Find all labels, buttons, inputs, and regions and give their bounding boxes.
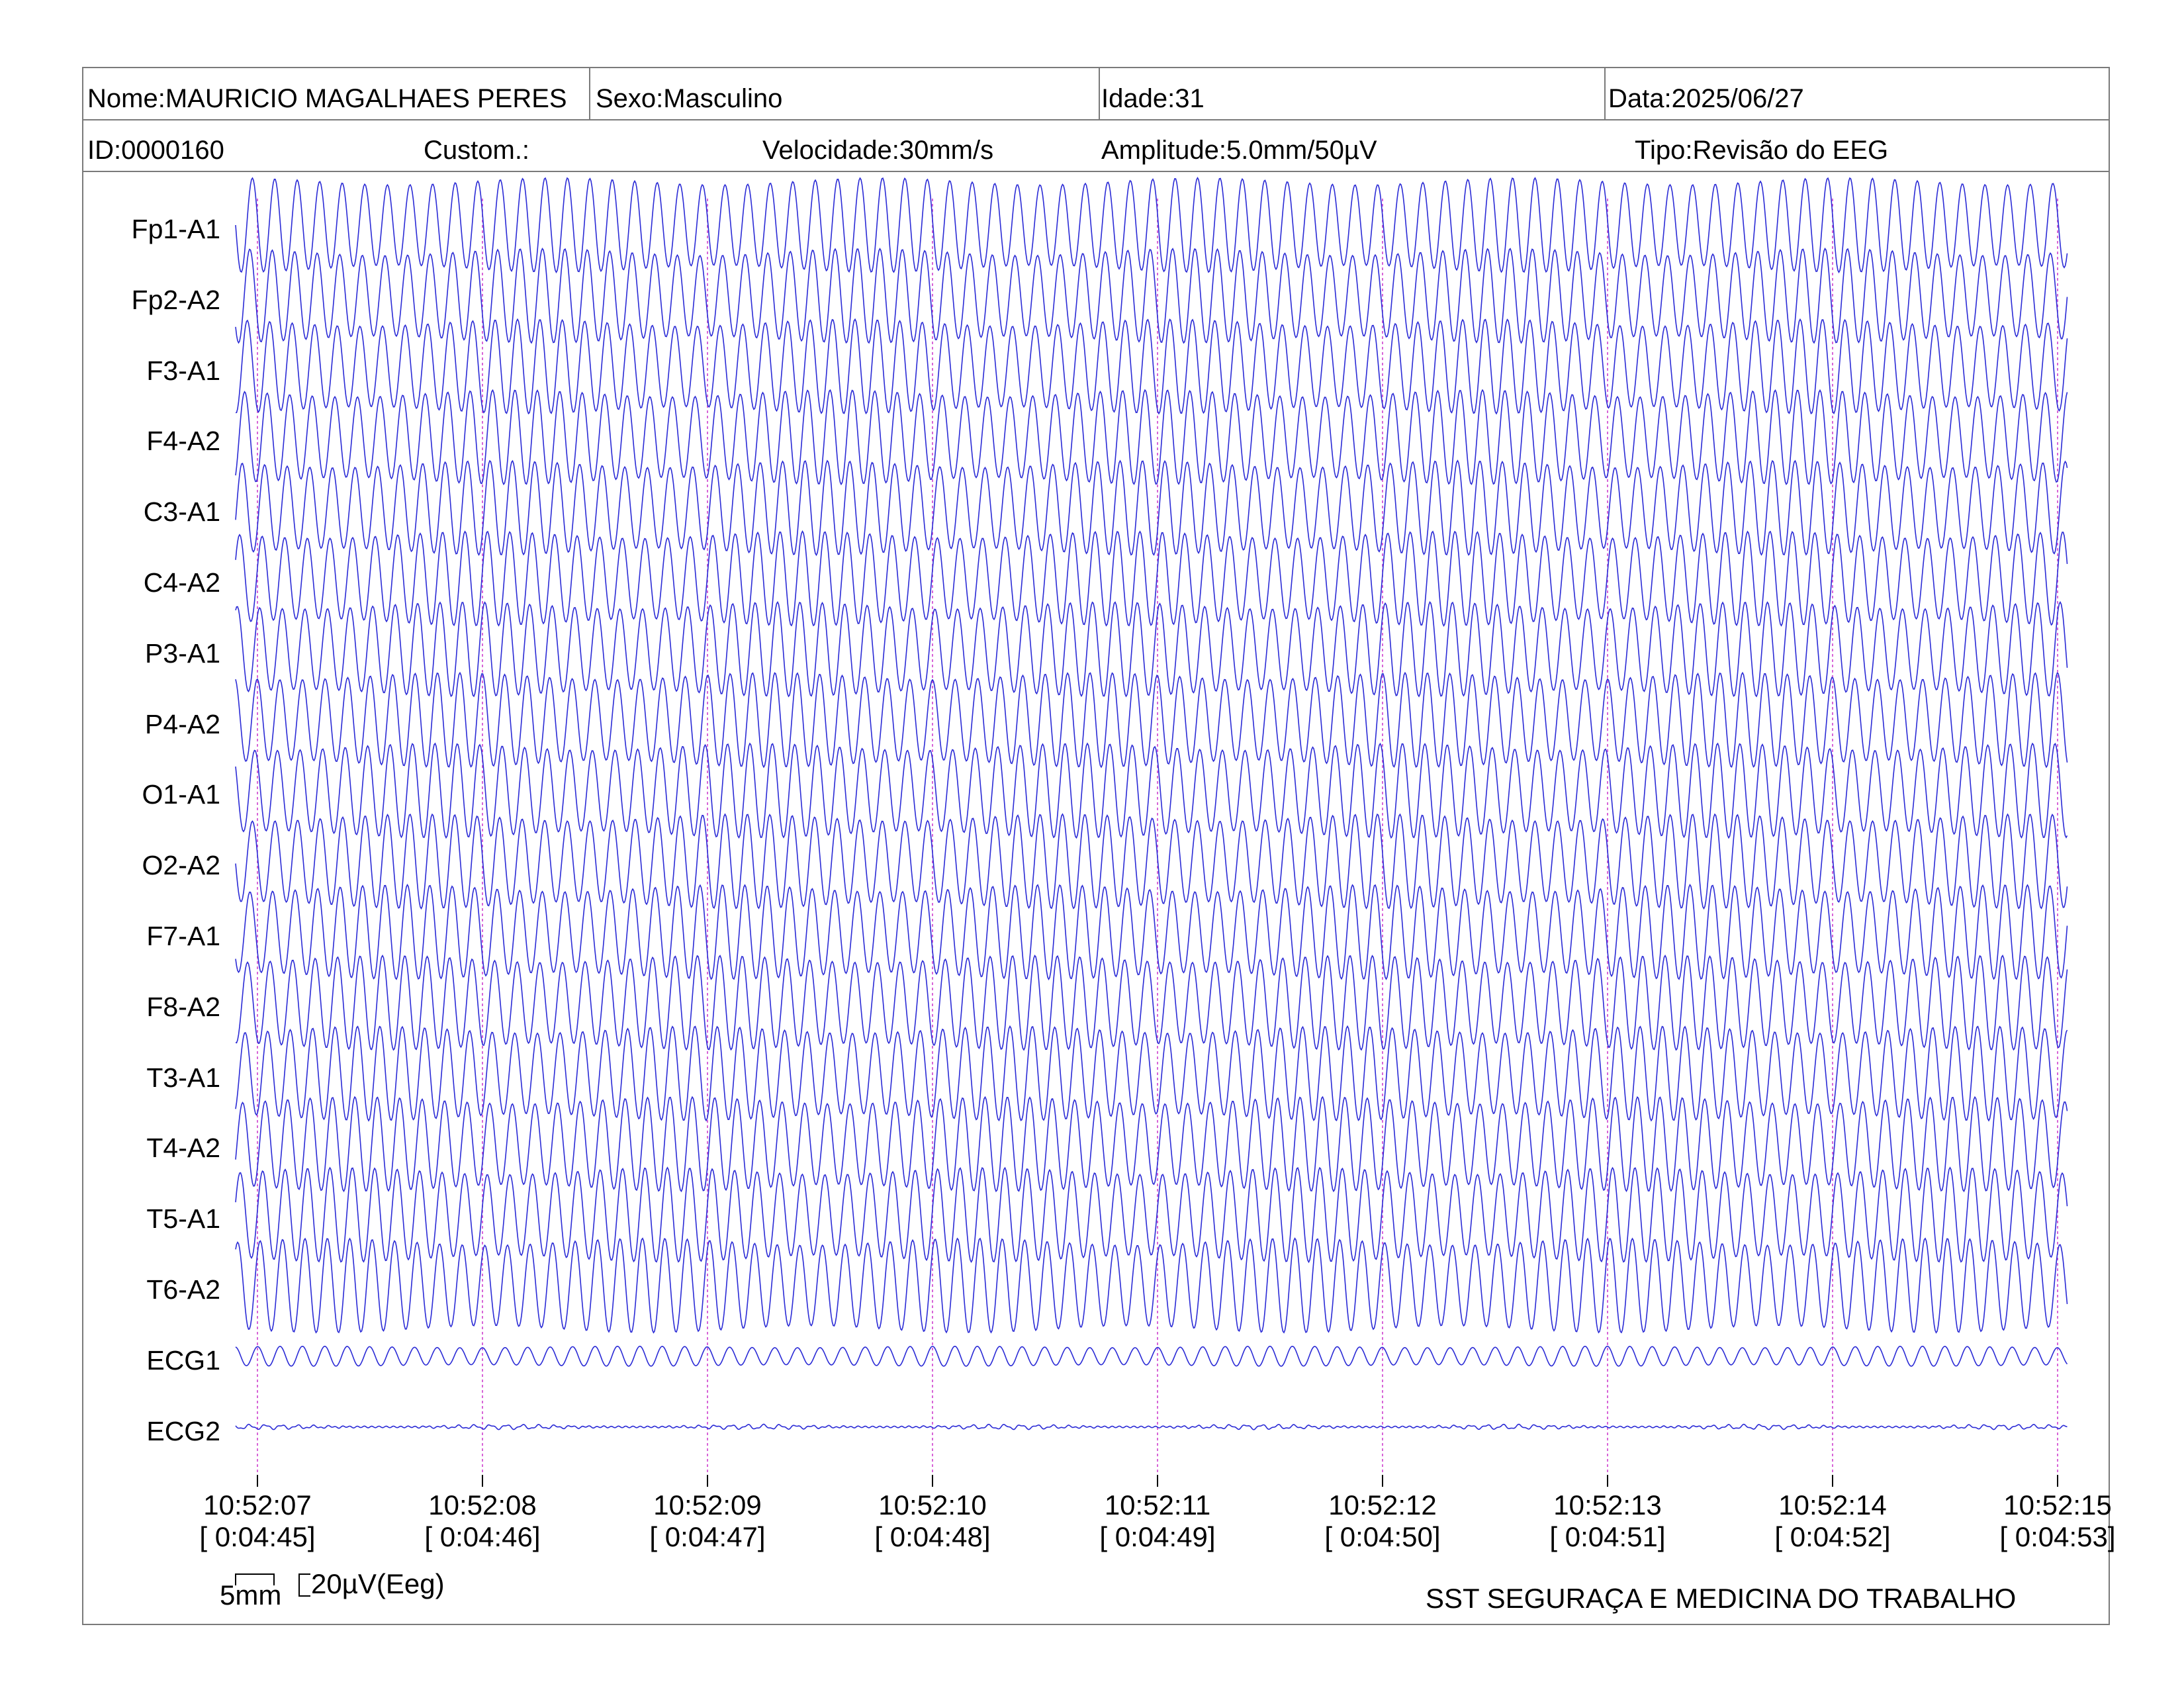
- trace-o2-a2: [235, 813, 2068, 910]
- time-label: 10:52:08[ 0:04:46]: [396, 1489, 569, 1554]
- channel-label-t6-a2: T6-A2: [146, 1274, 220, 1305]
- channel-label-f4-a2: F4-A2: [146, 426, 220, 457]
- time-label: 10:52:15[ 0:04:53]: [1972, 1489, 2144, 1554]
- paper-speed: Velocidade:30mm/s: [762, 136, 994, 165]
- time-label-clock: 10:52:15: [2003, 1489, 2112, 1521]
- trace-o1-a1: [235, 742, 2068, 839]
- time-label: 10:52:09[ 0:04:47]: [621, 1489, 794, 1554]
- trace-f3-a1: [235, 318, 2068, 415]
- trace-t5-a1: [235, 1166, 2068, 1264]
- header-col-divider-1: [589, 67, 590, 120]
- time-label: 10:52:10[ 0:04:48]: [846, 1489, 1019, 1554]
- time-label: 10:52:13[ 0:04:51]: [1522, 1489, 1694, 1554]
- time-label-clock: 10:52:12: [1328, 1489, 1437, 1521]
- time-label-elapsed: [ 0:04:47]: [649, 1521, 766, 1553]
- time-label-clock: 10:52:11: [1104, 1489, 1211, 1521]
- trace-t6-a2: [235, 1237, 2068, 1334]
- header-divider-2: [82, 171, 2110, 172]
- time-label: 10:52:14[ 0:04:52]: [1747, 1489, 1919, 1554]
- channel-label-t4-a2: T4-A2: [146, 1133, 220, 1164]
- organization-name: SST SEGURAÇA E MEDICINA DO TRABALHO: [1426, 1583, 2017, 1614]
- time-label-clock: 10:52:07: [203, 1489, 312, 1521]
- time-label-clock: 10:52:08: [428, 1489, 537, 1521]
- channel-label-f8-a2: F8-A2: [146, 991, 220, 1022]
- custom-field: Custom.:: [424, 136, 530, 165]
- trace-t3-a1: [235, 1025, 2068, 1122]
- channel-label-c3-a1: C3-A1: [143, 496, 220, 528]
- time-label: 10:52:12[ 0:04:50]: [1297, 1489, 1469, 1554]
- trace-f8-a2: [235, 954, 2068, 1051]
- header-col-divider-3: [1604, 67, 1606, 120]
- channel-label-c4-a2: C4-A2: [143, 567, 220, 598]
- time-label-elapsed: [ 0:04:49]: [1099, 1521, 1216, 1553]
- trace-ecg1: [235, 1345, 2068, 1367]
- patient-sex: Sexo:Masculino: [596, 84, 783, 113]
- channel-label-o1-a1: O1-A1: [142, 779, 221, 810]
- trace-t4-a2: [235, 1096, 2068, 1193]
- time-label-elapsed: [ 0:04:45]: [199, 1521, 316, 1553]
- channel-label-ecg2: ECG2: [146, 1415, 220, 1446]
- time-label-clock: 10:52:10: [878, 1489, 987, 1521]
- trace-p3-a1: [235, 600, 2068, 698]
- report-frame: [82, 67, 2110, 1625]
- header-divider-1: [82, 119, 2110, 120]
- time-scale-label: 5mm: [220, 1579, 282, 1611]
- time-label-elapsed: [ 0:04:46]: [424, 1521, 541, 1553]
- time-label-elapsed: [ 0:04:50]: [1324, 1521, 1441, 1553]
- channel-label-f3-a1: F3-A1: [146, 355, 220, 386]
- trace-ecg2: [235, 1423, 2068, 1430]
- exam-date: Data:2025/06/27: [1608, 84, 1804, 113]
- trace-p4-a2: [235, 671, 2068, 769]
- time-label-elapsed: [ 0:04:52]: [1774, 1521, 1891, 1553]
- time-label: 10:52:07[ 0:04:45]: [171, 1489, 343, 1554]
- time-label-clock: 10:52:14: [1778, 1489, 1887, 1521]
- channel-label-o2-a2: O2-A2: [142, 850, 221, 881]
- patient-age: Idade:31: [1101, 84, 1205, 113]
- amplitude-setting: Amplitude:5.0mm/50µV: [1101, 136, 1377, 165]
- channel-label-f7-a1: F7-A1: [146, 921, 220, 951]
- channel-label-ecg1: ECG1: [146, 1344, 220, 1376]
- trace-c4-a2: [235, 530, 2068, 627]
- time-label-clock: 10:52:09: [653, 1489, 762, 1521]
- trace-f7-a1: [235, 884, 2068, 980]
- patient-name: Nome:MAURICIO MAGALHAES PERES: [87, 84, 567, 113]
- channel-label-p3-a1: P3-A1: [145, 637, 220, 669]
- exam-type: Tipo:Revisão do EEG: [1635, 136, 1889, 165]
- patient-id: ID:0000160: [87, 136, 224, 165]
- trace-f4-a2: [235, 389, 2068, 486]
- time-label-clock: 10:52:13: [1553, 1489, 1662, 1521]
- channel-label-fp1-a1: Fp1-A1: [131, 214, 220, 244]
- channel-label-t3-a1: T3-A1: [146, 1062, 220, 1093]
- time-label-elapsed: [ 0:04:51]: [1549, 1521, 1666, 1553]
- channel-label-fp2-a2: Fp2-A2: [131, 284, 220, 315]
- channel-label-p4-a2: P4-A2: [145, 708, 220, 739]
- time-label: 10:52:11[ 0:04:49]: [1071, 1489, 1244, 1554]
- trace-fp2-a2: [235, 248, 2068, 344]
- trace-c3-a1: [235, 459, 2068, 557]
- channel-label-t5-a1: T5-A1: [146, 1203, 220, 1235]
- header-col-divider-2: [1099, 67, 1100, 120]
- trace-fp1-a1: [235, 177, 2068, 273]
- time-label-elapsed: [ 0:04:48]: [874, 1521, 991, 1553]
- time-label-elapsed: [ 0:04:53]: [1999, 1521, 2116, 1553]
- amplitude-scale-label: 20µV(Eeg): [311, 1568, 445, 1599]
